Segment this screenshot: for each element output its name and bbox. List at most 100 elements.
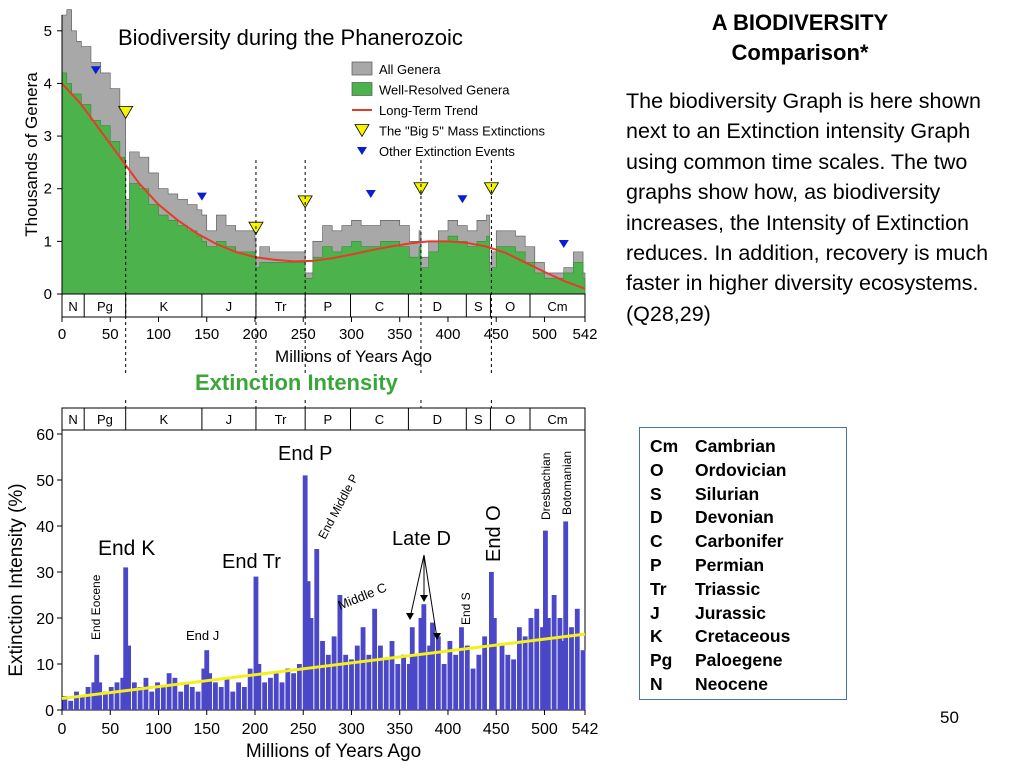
extinction-bar xyxy=(366,654,372,710)
x-tick-label: 250 xyxy=(291,326,316,343)
extinction-bar xyxy=(241,687,247,710)
extinction-bar xyxy=(137,687,143,710)
extinction-bar xyxy=(435,636,441,710)
x-tick-label: 50 xyxy=(102,326,119,343)
extinction-bar xyxy=(406,664,412,710)
extinction-bar xyxy=(308,618,314,710)
annotation-label: End J xyxy=(186,628,219,643)
period-label: N xyxy=(68,412,77,427)
x-tick-label: 350 xyxy=(386,721,413,738)
y-tick-label: 60 xyxy=(36,427,54,444)
extinction-bar xyxy=(149,691,155,710)
extinction-bar xyxy=(155,682,160,710)
extinction-bar xyxy=(551,595,557,710)
period-name: Silurian xyxy=(695,483,760,504)
period-key-row: Tr Triassic xyxy=(650,578,846,602)
x-tick-label: 542 xyxy=(572,721,599,738)
x-tick-label: 0 xyxy=(58,326,66,343)
other-extinction-marker xyxy=(558,239,569,248)
period-label: N xyxy=(68,299,77,314)
extinction-bar xyxy=(305,581,311,710)
period-name: Carbonifer xyxy=(695,531,784,552)
extinction-bar xyxy=(505,654,511,710)
period-key-row: P Permian xyxy=(650,554,846,578)
period-label: O xyxy=(505,299,515,314)
x-tick-label: 542 xyxy=(572,326,597,343)
legend-other-label: Other Extinction Events xyxy=(379,144,515,159)
annotation-label: Dresbachian xyxy=(539,453,553,520)
legend-all-genera-label: All Genera xyxy=(379,62,441,77)
slide-title-line1: A BIODIVERSITY xyxy=(711,10,889,35)
period-key-row: O Ordovician xyxy=(650,459,846,483)
period-label: C xyxy=(375,299,384,314)
x-tick-label: 100 xyxy=(145,721,172,738)
extinction-bar xyxy=(534,608,540,710)
extinction-bar xyxy=(543,530,548,710)
big5-marker xyxy=(483,182,500,196)
extinction-bar xyxy=(409,627,415,710)
extinction-bar xyxy=(540,627,545,710)
extinction-bar xyxy=(189,687,195,710)
extinction-bar xyxy=(383,659,389,710)
late-d-arrowheads xyxy=(406,595,441,640)
extinction-intensity-chart: N Pg K J Tr P C D S O Cm 0 10 20 30 40 50 60 0 50 100 150 200 2… xyxy=(6,400,599,762)
y-axis-label: Extinction Intensity (%) xyxy=(6,483,27,676)
y-tick-label: 40 xyxy=(36,519,54,536)
y-tick-label: 0 xyxy=(44,286,52,303)
page-number: 50 xyxy=(940,708,959,727)
period-key-row: N Neocene xyxy=(650,673,846,697)
period-label: O xyxy=(505,412,515,427)
period-name: Neocene xyxy=(695,673,768,694)
extinction-bar xyxy=(314,549,320,710)
annotation-label: End K xyxy=(98,537,155,560)
y-tick-label: 50 xyxy=(36,473,54,490)
extinction-bar xyxy=(268,677,273,710)
x-tick-label: 350 xyxy=(387,326,412,343)
x-tick-label: 400 xyxy=(435,721,462,738)
x-tick-label: 500 xyxy=(532,326,557,343)
period-abbr: P xyxy=(650,554,662,575)
y-tick-label: 2 xyxy=(44,181,52,198)
extinction-bar xyxy=(401,654,407,710)
extinction-bar xyxy=(389,641,395,710)
extinction-bar xyxy=(418,618,424,710)
extinction-bar xyxy=(291,673,296,710)
period-abbr: C xyxy=(650,531,663,552)
extinction-bar xyxy=(569,627,574,710)
trend-line xyxy=(61,82,586,290)
extinction-bar xyxy=(459,627,464,710)
extinction-bar xyxy=(131,682,137,710)
other-extinction-marker xyxy=(457,195,468,204)
extinction-bar xyxy=(97,682,103,710)
y-tick-label: 4 xyxy=(44,75,52,92)
period-name: Permian xyxy=(695,554,765,575)
extinction-bar xyxy=(395,664,401,710)
period-label: J xyxy=(226,412,233,427)
period-label: Cm xyxy=(547,299,567,314)
y-axis-label: Thousands of Genera xyxy=(22,72,41,237)
extinction-bar xyxy=(236,682,241,710)
extinction-bar xyxy=(522,636,528,710)
extinction-bar xyxy=(491,618,497,710)
period-label: K xyxy=(159,412,168,427)
extinction-bar xyxy=(476,654,482,710)
extinction-bar xyxy=(511,659,517,710)
y-tick-label: 1 xyxy=(44,233,52,250)
extinction-bar xyxy=(123,567,129,710)
extinction-bar xyxy=(279,682,285,710)
extinction-bar xyxy=(574,608,580,710)
extinction-bar xyxy=(343,654,349,710)
extinction-bar xyxy=(68,700,74,710)
extinction-bar xyxy=(516,627,522,710)
extinction-bar xyxy=(85,687,91,710)
legend-well-resolved-label: Well-Resolved Genera xyxy=(379,83,510,98)
extinction-bar xyxy=(160,687,166,710)
period-label: P xyxy=(324,299,333,314)
period-abbr: Pg xyxy=(650,650,673,671)
extinction-bar xyxy=(195,691,201,710)
extinction-bar xyxy=(120,677,126,710)
annotation-label: Botomanian xyxy=(560,451,574,515)
period-label: K xyxy=(159,299,168,314)
x-tick-label: 250 xyxy=(290,721,317,738)
extinction-bar xyxy=(74,691,79,710)
